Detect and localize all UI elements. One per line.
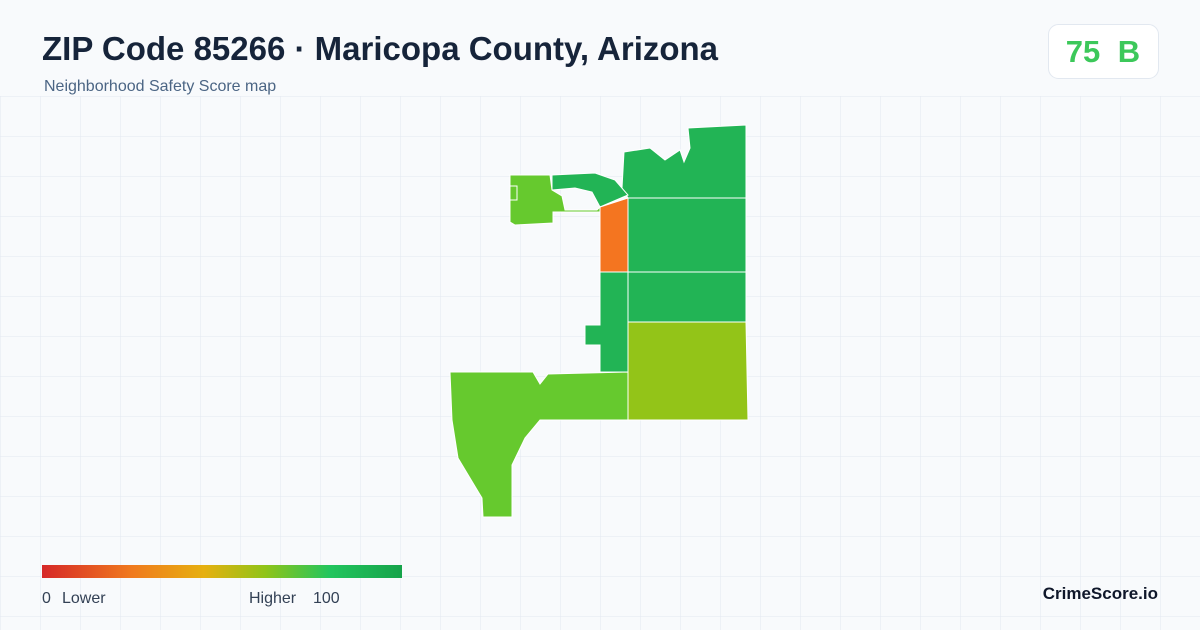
region — [627, 271, 747, 323]
legend-max: 100 — [313, 590, 340, 607]
legend-scale — [42, 565, 402, 578]
brand: CrimeScore.io — [1043, 584, 1158, 603]
region — [449, 371, 629, 518]
region — [627, 197, 747, 273]
region — [584, 271, 629, 373]
region — [509, 174, 601, 226]
legend-min-label: Lower — [62, 590, 106, 607]
score-badge — [1048, 24, 1159, 79]
score-value: 75 — [1066, 34, 1100, 69]
subtitle: Neighborhood Safety Score map — [44, 78, 276, 95]
zip-map — [449, 124, 749, 518]
legend-max-label: Higher — [249, 590, 297, 607]
score-grade: B — [1118, 34, 1140, 69]
legend-min: 0 — [42, 590, 51, 607]
title: ZIP Code 85266 · Maricopa County, Arizon… — [42, 30, 719, 67]
region — [599, 197, 629, 273]
region — [509, 185, 518, 201]
region — [627, 321, 749, 421]
region — [621, 124, 747, 199]
